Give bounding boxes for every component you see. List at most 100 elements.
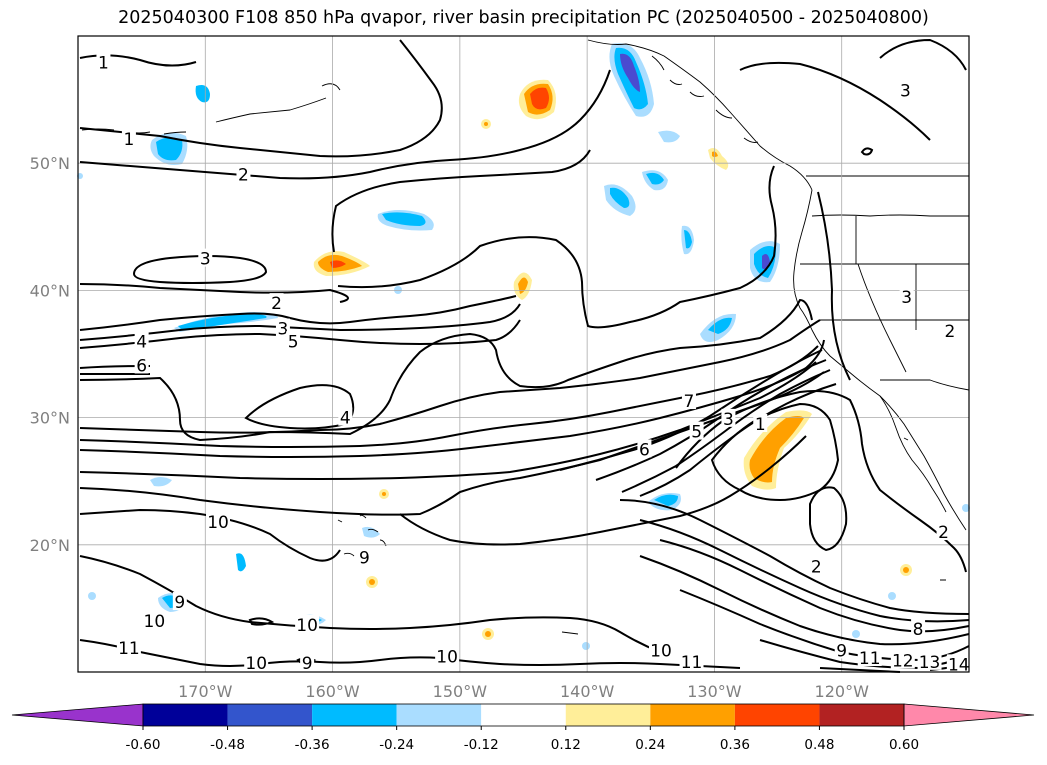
contour-label: 9	[836, 641, 847, 661]
contour-label-background	[244, 653, 269, 672]
contour-label-background	[142, 611, 167, 630]
anomaly-positive-dot-6	[369, 579, 375, 585]
contour-label: 3	[200, 250, 211, 270]
contour-label-background	[809, 556, 824, 575]
contour-label: 10	[296, 616, 318, 636]
contour-label-background	[899, 286, 914, 305]
anomaly-positive-subtropical-east-mid	[749, 416, 804, 483]
contour-4-island	[244, 384, 355, 430]
latitude-tick-label: 30°N	[30, 409, 70, 428]
contour-4-inner	[621, 369, 831, 493]
contour-label: 14	[948, 655, 970, 675]
contour-label-background	[116, 637, 141, 656]
contour-8-east	[639, 519, 970, 623]
contour-label: 10	[650, 641, 672, 661]
contour-label-background	[206, 511, 231, 530]
contour-label: 11	[118, 639, 140, 659]
lat-lon-grid	[78, 36, 969, 672]
contour-label: 5	[288, 332, 299, 352]
contour-label-background	[198, 248, 213, 267]
contour-label-background	[134, 355, 149, 374]
colorbar-segment	[650, 704, 735, 726]
contour-label: 13	[919, 653, 941, 673]
longitude-tick-label: 170°W	[178, 682, 233, 701]
colorbar	[11, 703, 1035, 727]
colorbar-outline	[142, 703, 905, 727]
contour-label: 3	[278, 320, 289, 340]
mexico-border	[880, 379, 970, 391]
contour-6-main	[79, 345, 819, 448]
contour-label: 2	[271, 294, 282, 314]
map-background	[78, 36, 969, 672]
anomaly-negative-dot-1	[88, 592, 96, 600]
contour-10-west	[79, 508, 341, 562]
colorbar-segment	[565, 704, 651, 726]
longitude-labels: 170°W 160°W 150°W 140°W 130°W 120°W	[178, 682, 869, 701]
anomaly-negative-small-e	[150, 477, 172, 487]
contour-label: 2	[944, 322, 955, 342]
contour-label: 10	[245, 654, 267, 674]
state-borders	[800, 214, 969, 373]
contour-3-central	[331, 149, 591, 253]
contour-label-background	[435, 646, 460, 665]
contour-10-south-west	[79, 555, 661, 653]
qvapor-contours	[79, 38, 970, 673]
contour-label-background	[898, 80, 913, 99]
anomaly-negative-hawaii-ne-core	[654, 494, 678, 506]
contour-3-loop	[79, 295, 517, 331]
anomaly-positive-central-mid	[518, 277, 528, 294]
colorbar-tick-label: -0.24	[379, 737, 414, 753]
colorbar-tick-label: 0.60	[889, 737, 919, 753]
colorbar-extend-high	[903, 703, 1035, 727]
anomaly-positive-dot-4	[382, 492, 386, 496]
longitude-tick-label: 160°W	[305, 682, 360, 701]
anomaly-negative-dot-5	[852, 630, 860, 638]
anomaly-negative-bering	[195, 85, 210, 103]
contour-label: 10	[144, 612, 166, 632]
alaska-coast	[587, 39, 813, 191]
colorbar-segment	[227, 704, 313, 726]
colorbar-tick-label: -0.36	[295, 737, 330, 753]
contour-2	[79, 69, 611, 180]
contour-label: 7	[684, 392, 695, 412]
colorbar-segment	[734, 704, 820, 726]
contour-label: 1	[124, 130, 135, 150]
colorbar-segment	[481, 704, 566, 726]
anomaly-negative-midpac-north-core	[382, 212, 426, 226]
colorbar-tick-label: 0.24	[635, 737, 665, 753]
colorbar-extend-low	[11, 703, 144, 727]
contour-5-west	[79, 319, 521, 349]
contour-label: 1	[98, 54, 109, 74]
contour-label-background	[648, 640, 673, 659]
contour-label: 9	[302, 654, 313, 674]
contour-label-background	[121, 129, 136, 148]
alaska-southwest-coast	[215, 97, 327, 123]
contour-label-background	[269, 293, 284, 312]
anomaly-negative-hawaii-islands	[362, 526, 380, 538]
anomaly-positive-north-midpac-core	[530, 87, 549, 110]
anomaly-positive-dot-8	[485, 631, 491, 637]
anomaly-negative-dot-4	[888, 592, 896, 600]
contour-label: 11	[681, 653, 703, 673]
colorbar-segment	[312, 704, 397, 726]
colorbar-segment	[396, 704, 482, 726]
colorbar-segment	[819, 704, 904, 726]
contour-label-background	[236, 164, 251, 183]
longitude-tick-label: 130°W	[687, 682, 742, 701]
contour-label-background	[286, 331, 301, 350]
contour-label: 1	[755, 415, 766, 435]
contour-label: 2	[238, 166, 249, 186]
contour-label: 6	[136, 356, 147, 376]
anomaly-positive-dot-2	[484, 122, 488, 126]
colorbar-tick-label: 0.48	[804, 737, 834, 753]
contour-label-background	[172, 592, 187, 611]
latitude-tick-label: 20°N	[30, 536, 70, 555]
anomaly-positive-west-midpac-core	[330, 260, 346, 268]
latitude-labels: 50°N 40°N 30°N 20°N	[30, 154, 70, 555]
contour-label-background	[681, 391, 696, 410]
longitude-tick-label: 140°W	[560, 682, 615, 701]
contour-10-central	[399, 435, 807, 546]
contour-2-small-island	[809, 486, 848, 552]
anomaly-positive-gulf-small-mid	[712, 151, 718, 157]
